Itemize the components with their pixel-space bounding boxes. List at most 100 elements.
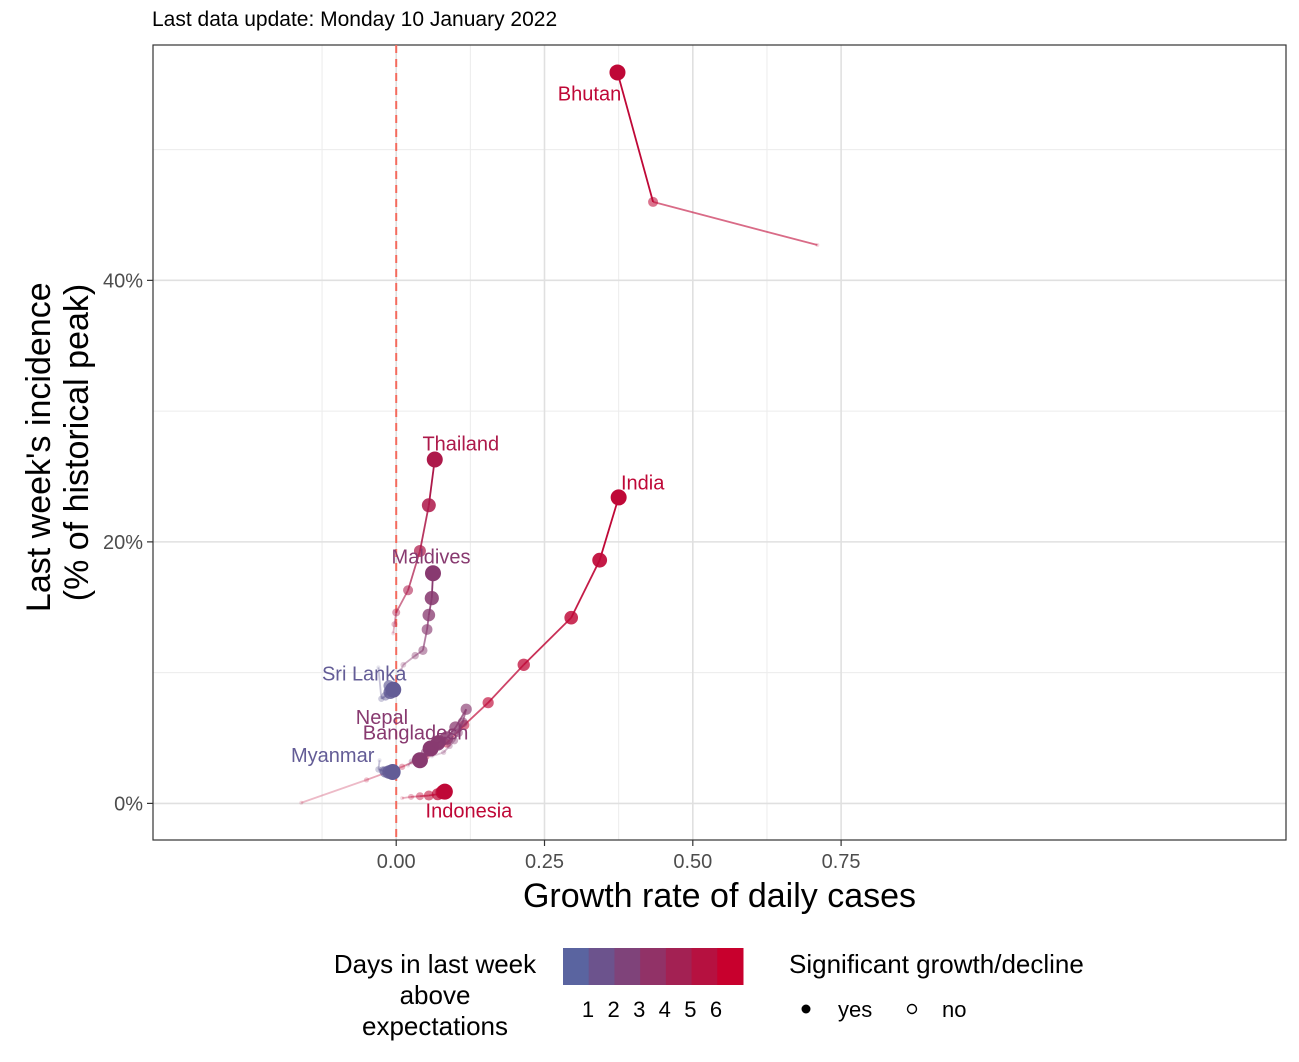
shape-legend-title: Significant growth/decline xyxy=(789,949,1084,979)
color-legend-title-line: Days in last week xyxy=(334,949,537,979)
data-point xyxy=(415,792,424,801)
data-point xyxy=(815,243,820,248)
color-legend-tick-label: 4 xyxy=(659,997,671,1022)
shape-legend-filled-dot xyxy=(801,1004,811,1014)
color-legend-swatch xyxy=(614,948,641,985)
series-myanmar xyxy=(375,758,401,781)
country-labels: Bhutan Thailand India Maldives Sri Lanka Bang… xyxy=(291,84,665,823)
data-point xyxy=(391,631,396,636)
series-segment xyxy=(393,612,398,625)
y-axis-title-line2: (% of historical peak) xyxy=(58,284,96,601)
series-segment xyxy=(380,695,387,700)
data-point xyxy=(376,665,381,670)
data-point xyxy=(426,451,443,468)
color-legend-swatch xyxy=(640,948,667,985)
y-axis-title-line1: Last week's incidence xyxy=(20,282,58,612)
data-point xyxy=(423,790,434,801)
y-tick-label: 40% xyxy=(103,270,143,292)
data-point xyxy=(406,763,411,768)
series-segment xyxy=(377,760,381,770)
data-point xyxy=(460,703,472,715)
series-segment xyxy=(523,617,572,666)
series-segment xyxy=(400,664,405,671)
data-point xyxy=(424,565,441,582)
color-legend-tick-label: 1 xyxy=(582,997,594,1022)
data-point xyxy=(400,661,407,668)
data-point xyxy=(408,793,415,800)
data-point xyxy=(400,796,405,801)
series-segment xyxy=(487,664,525,704)
x-tick-label: 0.00 xyxy=(377,851,416,873)
series-segment xyxy=(598,497,620,561)
series-sri-lanka xyxy=(376,665,402,702)
data-point xyxy=(421,498,436,513)
series-segment xyxy=(407,760,413,767)
data-point xyxy=(564,610,579,625)
data-point xyxy=(413,545,426,558)
data-point xyxy=(449,721,462,734)
x-tick-label: 0.50 xyxy=(673,851,712,873)
data-point xyxy=(391,621,398,628)
y-tick-label: 0% xyxy=(114,793,143,815)
series-segment xyxy=(448,740,456,747)
data-point xyxy=(421,624,433,635)
data-point xyxy=(363,777,370,783)
shape-legend-label-no: no xyxy=(942,997,966,1022)
country-label: Bangladesh xyxy=(363,723,469,745)
data-point xyxy=(299,800,304,805)
color-legend-title-line: expectations xyxy=(362,1011,508,1041)
color-legend-swatch xyxy=(691,948,718,985)
series-thailand xyxy=(391,451,443,636)
data-point xyxy=(418,645,428,656)
data-point xyxy=(422,608,436,622)
series-maldives xyxy=(398,565,441,673)
shape-legend-open-dot xyxy=(906,1003,918,1015)
series-segment xyxy=(407,550,421,591)
country-label: Myanmar xyxy=(291,745,375,767)
data-point xyxy=(398,763,406,770)
data-point xyxy=(648,196,659,207)
y-axis-title: Last week's incidence (% of historical p… xyxy=(20,273,96,612)
shape-legend-label-yes: yes xyxy=(838,997,872,1022)
data-point xyxy=(411,752,428,769)
series-segment xyxy=(392,624,396,634)
data-point xyxy=(609,64,626,81)
data-point xyxy=(592,552,608,568)
color-legend-tick-label: 3 xyxy=(633,997,645,1022)
data-point xyxy=(375,766,382,773)
grid-lines xyxy=(153,45,1286,840)
data-point xyxy=(610,489,627,506)
x-tick-label: 0.25 xyxy=(525,851,564,873)
series-segment xyxy=(402,795,412,800)
series-segment xyxy=(377,667,383,699)
series-layer xyxy=(299,64,820,805)
color-legend-swatch xyxy=(717,948,744,985)
x-tick-label: 0.75 xyxy=(822,851,861,873)
shape-legend: Significant growth/decline yes no xyxy=(789,949,1084,1022)
series-segment xyxy=(410,795,421,798)
data-point xyxy=(378,695,385,702)
data-point xyxy=(392,608,401,617)
chart-subtitle: Last data update: Monday 10 January 2022 xyxy=(152,8,558,31)
country-label: Nepal xyxy=(356,707,408,729)
panel-border xyxy=(152,44,1287,841)
color-legend-swatch xyxy=(665,948,693,985)
series-bhutan xyxy=(609,64,820,248)
country-label: Thailand xyxy=(422,434,499,456)
data-point xyxy=(403,585,414,596)
color-legend-swatch xyxy=(588,948,615,985)
data-point xyxy=(377,758,382,763)
series-segment xyxy=(442,745,451,753)
color-legend-tick-label: 5 xyxy=(684,997,696,1022)
data-point xyxy=(431,734,446,749)
series-segment xyxy=(402,654,416,666)
data-point xyxy=(436,783,453,800)
series-segment xyxy=(453,732,460,742)
country-label: Bhutan xyxy=(558,84,621,106)
country-label: Maldives xyxy=(392,546,471,568)
data-point xyxy=(517,658,530,671)
country-label: India xyxy=(621,472,665,494)
color-legend-tick-label: 6 xyxy=(710,997,722,1022)
